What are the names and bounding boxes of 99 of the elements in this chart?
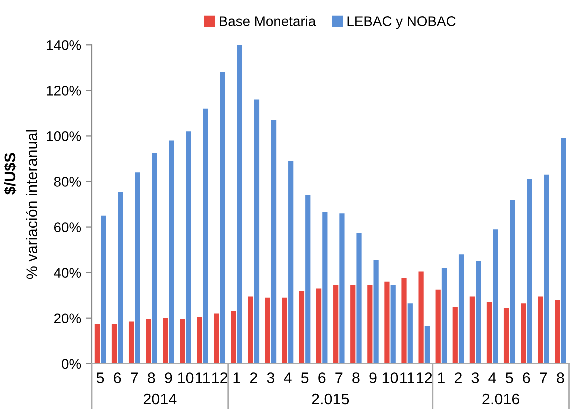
- bar: [322, 212, 328, 364]
- bar: [561, 138, 566, 364]
- bar: [197, 317, 202, 364]
- bar: [470, 296, 475, 364]
- bar: [112, 324, 118, 364]
- y-tick-label: 20%: [54, 314, 82, 324]
- x-tick-label: 5: [96, 372, 104, 384]
- bar: [128, 322, 134, 364]
- bar: [146, 320, 152, 364]
- x-tick-label: 5: [506, 372, 514, 384]
- bar: [248, 296, 254, 364]
- bar: [169, 140, 174, 364]
- x-tick-label: 12: [417, 372, 432, 384]
- y-tick-label: 120%: [47, 86, 82, 96]
- bar: [135, 172, 140, 364]
- x-tick-label: 6: [114, 372, 122, 384]
- y-tick-label: 80%: [54, 177, 82, 187]
- y-tick-label: 40%: [54, 268, 82, 278]
- bar: [510, 200, 516, 364]
- x-tick-label: 2: [250, 372, 258, 384]
- x-tick-label: 12: [212, 372, 228, 384]
- x-tick-label: 7: [540, 372, 548, 384]
- y-tick-label: 60%: [54, 222, 82, 232]
- x-tick-label: 9: [165, 372, 172, 384]
- bar: [374, 260, 379, 364]
- bar: [408, 304, 413, 364]
- bar: [504, 308, 510, 364]
- bar: [340, 214, 345, 364]
- y-axis-title: % variación interanual: [26, 130, 38, 280]
- bar: [163, 318, 168, 364]
- bar: [254, 100, 260, 364]
- bar: [306, 195, 311, 364]
- x-tick-label: 11: [196, 372, 210, 384]
- x-tick-label: 1: [438, 372, 445, 384]
- bar: [555, 300, 560, 364]
- x-tick-label: 7: [336, 372, 343, 384]
- bar: [271, 120, 277, 364]
- bar: [390, 285, 396, 364]
- x-tick-label: 4: [284, 372, 292, 384]
- x-tick-label: 3: [267, 372, 275, 384]
- x-tick-label: 10: [382, 372, 398, 384]
- bar: [220, 72, 226, 364]
- bar: [350, 285, 356, 364]
- bar: [458, 254, 464, 364]
- bar: [544, 174, 550, 364]
- bar: [442, 268, 448, 364]
- x-tick-label: 8: [557, 372, 564, 384]
- y-tick-label: 140%: [47, 40, 82, 50]
- bar: [203, 108, 208, 364]
- bar: [152, 153, 158, 364]
- bar: [538, 296, 544, 364]
- bar: [334, 285, 339, 364]
- bar: [424, 326, 430, 364]
- bar: [493, 230, 498, 364]
- bar: [436, 290, 441, 364]
- bar: [180, 320, 186, 364]
- x-tick-label: 11: [400, 372, 415, 384]
- bar: [521, 304, 526, 364]
- x-tick-label: 8: [352, 372, 360, 384]
- x-tick-label: 5: [301, 372, 309, 384]
- x-tick-label: 4: [488, 372, 496, 384]
- x-tick-label: 10: [178, 372, 194, 384]
- bar: [476, 261, 482, 364]
- bar: [299, 291, 305, 364]
- bar: [101, 216, 106, 364]
- bar: [527, 179, 532, 364]
- legend-label: LEBAC y NOBAC: [348, 16, 456, 30]
- x-tick-label: 8: [148, 372, 156, 384]
- text: 2014: [144, 394, 177, 405]
- bar: [316, 288, 322, 364]
- bar: [231, 312, 236, 364]
- bar: [418, 272, 424, 364]
- bar: [384, 282, 390, 364]
- bar: [186, 132, 192, 364]
- bar: [282, 298, 288, 364]
- bar: [486, 302, 492, 364]
- y-tick-label: 100%: [47, 132, 82, 142]
- x-tick-label: 1: [234, 372, 240, 384]
- x-tick-label: 7: [131, 372, 138, 384]
- bar: [237, 45, 243, 364]
- text: $/U$S: [4, 153, 17, 195]
- text: 2.015: [312, 394, 350, 405]
- bar: [368, 285, 373, 364]
- bar: [288, 161, 294, 364]
- legend-label: Base Monetaria: [220, 16, 316, 26]
- bar: [94, 324, 100, 364]
- bar: [452, 306, 458, 364]
- x-tick-label: 2: [454, 372, 462, 384]
- bar: [118, 192, 124, 364]
- x-tick-label: 3: [472, 372, 480, 384]
- bar: [402, 278, 407, 364]
- bar: [265, 298, 270, 364]
- bar: [356, 232, 362, 364]
- x-tick-label: 6: [318, 372, 326, 384]
- text: 2.016: [482, 394, 520, 405]
- x-tick-label: 9: [370, 372, 377, 384]
- bar: [214, 314, 220, 364]
- x-tick-label: 6: [523, 372, 530, 384]
- y-tick-label: 0%: [62, 359, 82, 370]
